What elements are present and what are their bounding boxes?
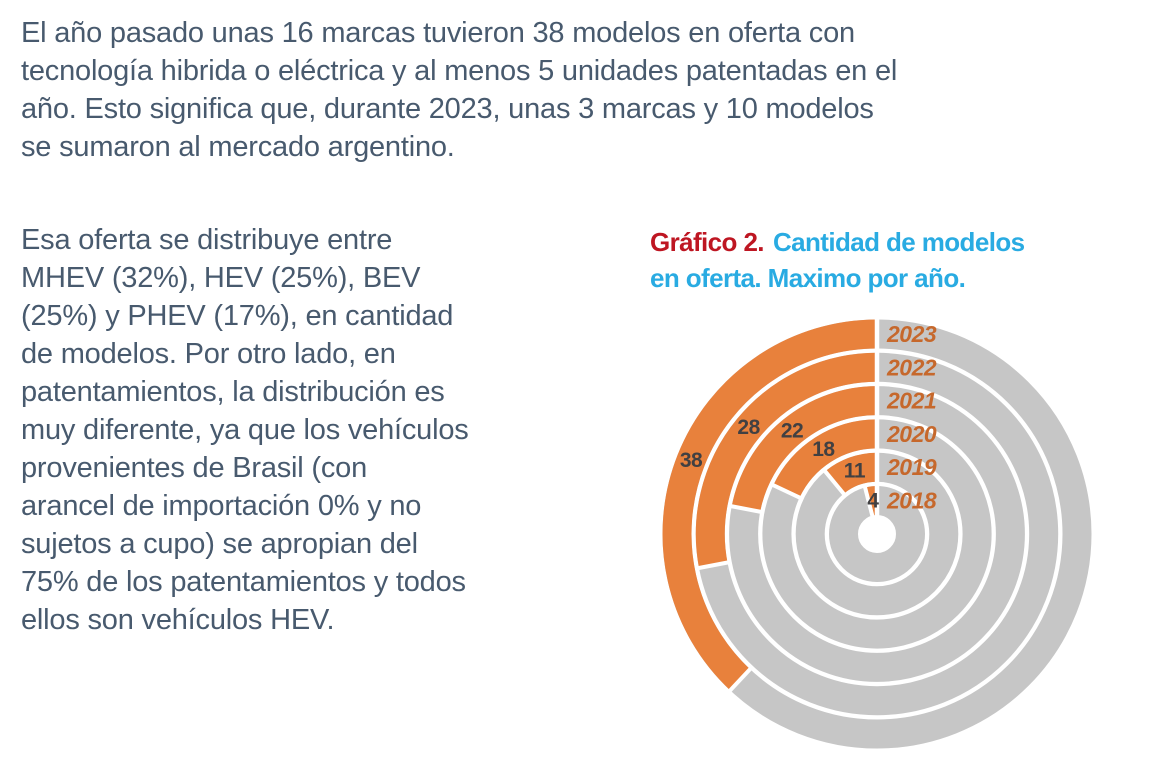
arc-end-divider-2022 bbox=[697, 560, 730, 571]
year-label-2019: 2019 bbox=[886, 454, 937, 480]
radial-bar-chart: 4 2018 11 2019 18 2020 22 2021 28 2022 38 2023 bbox=[662, 318, 1092, 749]
year-label-2022: 2022 bbox=[886, 354, 937, 380]
ring-arc-2022 bbox=[695, 352, 878, 568]
arc-end-divider-2021 bbox=[729, 504, 763, 514]
arc-end-divider-2019 bbox=[822, 468, 847, 497]
chart-title-line2: en oferta. Maximo por año. bbox=[650, 263, 966, 293]
chart-title-line1: Cantidad de modelos bbox=[772, 227, 1025, 257]
arc-end-divider-2023 bbox=[727, 666, 753, 693]
value-label-2019: 11 bbox=[844, 460, 866, 483]
arc-end-divider-2018 bbox=[862, 485, 875, 518]
ring-arc-2023 bbox=[662, 319, 878, 691]
year-label-2018: 2018 bbox=[886, 488, 937, 514]
year-label-2023: 2023 bbox=[886, 321, 937, 347]
value-label-2018: 4 bbox=[867, 489, 879, 512]
ring-arc-2019 bbox=[825, 452, 878, 495]
radial-bar-chart-svg: 4 2018 11 2019 18 2020 22 2021 28 2022 38 2023 bbox=[662, 318, 1092, 749]
value-label-2021: 22 bbox=[781, 420, 803, 443]
chart-number-label: Gráfico 2. bbox=[650, 227, 765, 257]
chart-heading: Gráfico 2. Cantidad de modelos en oferta.… bbox=[650, 224, 1110, 296]
year-label-2020: 2020 bbox=[886, 421, 937, 447]
intro-paragraph: El año pasado unas 16 marcas tuvieron 38… bbox=[21, 17, 898, 163]
body-paragraph: Esa oferta se distribuye entre MHEV (32%… bbox=[21, 224, 469, 636]
value-label-2023: 38 bbox=[680, 449, 703, 472]
value-label-2022: 28 bbox=[737, 416, 760, 439]
year-label-2021: 2021 bbox=[886, 388, 936, 414]
ring-arc-2020 bbox=[773, 419, 878, 498]
value-label-2020: 18 bbox=[812, 438, 835, 461]
ring-arc-2021 bbox=[731, 386, 878, 513]
arc-end-divider-2020 bbox=[771, 482, 802, 500]
